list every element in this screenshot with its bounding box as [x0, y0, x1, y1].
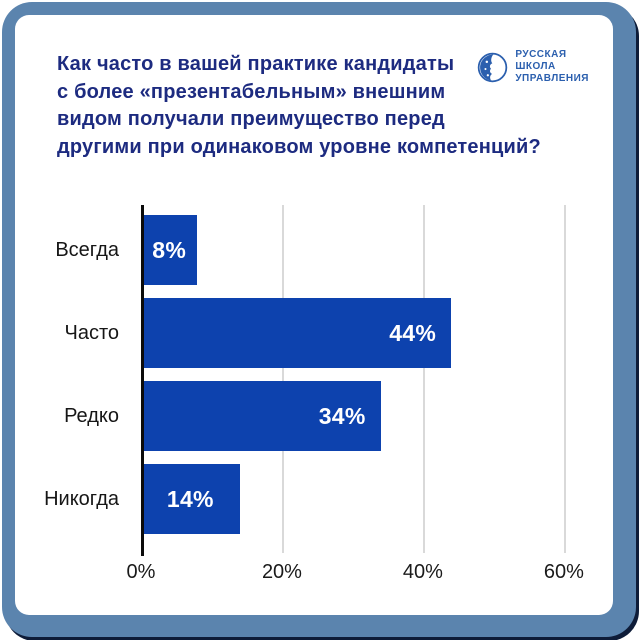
bar-Часто: 44% — [141, 298, 452, 368]
category-label: Часто — [64, 321, 119, 344]
logo-word: УПРАВЛЕНИЯ — [515, 73, 589, 84]
category-label: Никогда — [44, 487, 119, 510]
x-axis-tick-label: 0% — [126, 561, 156, 583]
gridline-20 — [281, 205, 284, 553]
logo-wordmark: РУССКАЯ ШКОЛА УПРАВЛЕНИЯ — [515, 49, 589, 85]
chart-title-line: с более «презентабельным» внешним — [57, 80, 446, 103]
bar-Всегда: 8% — [141, 215, 198, 285]
category-label: Всегда — [55, 238, 119, 261]
chart-title-line: видом получали преимущество перед — [57, 108, 445, 130]
x-axis-tick-label: 40% — [402, 561, 443, 583]
bar-value-label: 8% — [152, 236, 187, 263]
logo-face-icon — [478, 52, 508, 82]
chart-title: Как часто в вашей практике кандидаты с б… — [57, 51, 541, 161]
gridline-40 — [422, 205, 425, 553]
x-axis-tick-label: 20% — [261, 561, 302, 583]
plot-area: Всегда 8% Часто 44% Редко 34% Никогда 14% 0% 20% 4… — [44, 205, 584, 583]
bar-Никогда: 14% — [141, 464, 240, 534]
category-label: Редко — [64, 404, 119, 427]
logo-word: РУССКАЯ — [515, 49, 567, 60]
x-axis-tick-label: 60% — [543, 561, 584, 583]
chart-title-line: другими при одинаковом уровне компетенци… — [57, 135, 541, 158]
bar-chart: Всегда 8% Часто 44% Редко 34% Никогда 14% 0% 20% 4… — [15, 205, 613, 605]
bar-value-label: 34% — [318, 402, 366, 429]
chart-title-line: Как часто в вашей практике кандидаты — [57, 53, 455, 75]
logo: РУССКАЯ ШКОЛА УПРАВЛЕНИЯ — [477, 49, 589, 85]
bar-value-label: 44% — [389, 319, 437, 346]
y-axis-line — [141, 205, 144, 556]
gridline-60 — [563, 205, 566, 553]
chart-card: Как часто в вашей практике кандидаты с б… — [15, 15, 613, 615]
logo-word: ШКОЛА — [515, 61, 556, 72]
bar-Редко: 34% — [141, 381, 381, 451]
bar-value-label: 14% — [166, 485, 214, 512]
